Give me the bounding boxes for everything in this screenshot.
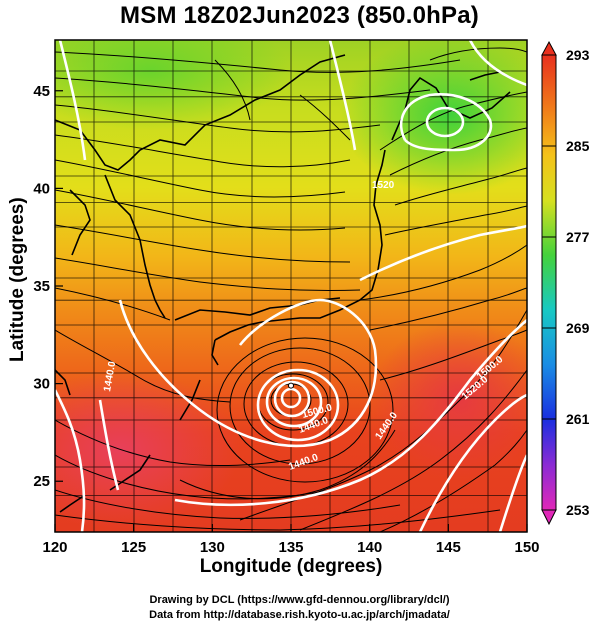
colorbar-tick-label: 269: [566, 320, 590, 336]
colorbar-tick-label: 285: [566, 138, 590, 154]
x-tick-label: 135: [278, 539, 303, 556]
colorbar-tick-label: 277: [566, 229, 590, 245]
y-tick-label: 25: [33, 473, 50, 490]
x-axis: 120 125 130 135 140 145 150: [42, 524, 540, 556]
cold-area-northeast: [340, 40, 527, 195]
x-tick-label: 145: [436, 539, 461, 556]
colorbar-tick-label: 293: [566, 47, 590, 63]
y-tick-label: 45: [33, 83, 50, 100]
colorbar-top-arrow: [541, 40, 557, 56]
footer-credit-drawing: Drawing by DCL (https://www.gfd-dennou.o…: [149, 594, 450, 606]
colorbar-tick-label: 253: [566, 502, 590, 518]
y-axis-label: Latitude (degrees): [7, 197, 28, 362]
height-contours: [55, 40, 527, 532]
x-tick-label: 140: [357, 539, 382, 556]
colorbar-scale: [541, 54, 557, 511]
x-tick-label: 130: [200, 539, 225, 556]
typhoon-center-marker: [288, 382, 294, 389]
y-tick-label: 35: [33, 278, 50, 295]
colorbar-bottom-arrow: [541, 509, 557, 526]
footer-credit-data: Data from http://database.rish.kyoto-u.a…: [149, 609, 450, 621]
wind-streamlines: [55, 47, 527, 532]
colorbar-tick-label: 261: [566, 411, 590, 427]
warm-area-southwest: [55, 370, 240, 530]
cold-area-northwest: [55, 40, 290, 130]
y-tick-label: 30: [33, 376, 50, 393]
x-axis-label: Longitude (degrees): [199, 556, 383, 577]
colorbar: 293 285 277 269 261 253: [541, 40, 590, 526]
x-tick-label: 125: [121, 539, 146, 556]
y-axis: 25 30 35 40 45: [33, 83, 63, 490]
contour-label: 1440.0: [102, 360, 118, 392]
x-tick-label: 150: [514, 539, 539, 556]
chart-title: MSM 18Z02Jun2023 (850.0hPa): [120, 2, 479, 29]
contour-label: 1520: [372, 180, 395, 191]
y-tick-label: 40: [33, 180, 50, 197]
x-tick-label: 120: [42, 539, 67, 556]
